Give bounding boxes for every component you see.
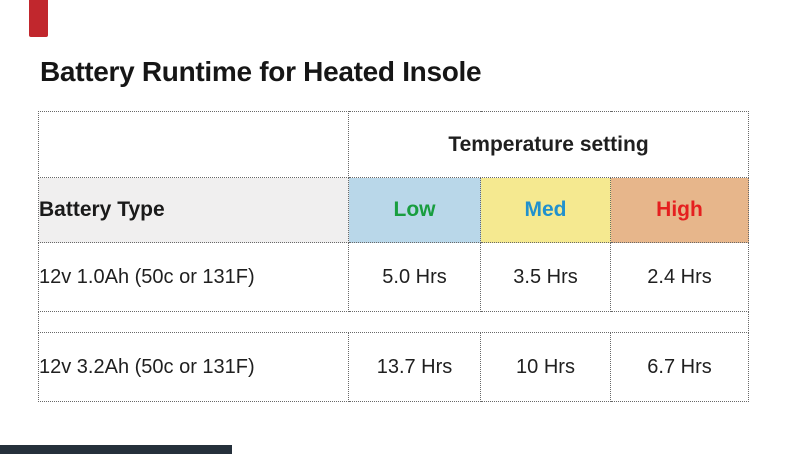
empty-corner-cell xyxy=(38,111,349,178)
spacer-cell xyxy=(38,311,749,333)
battery-name-cell: 12v 1.0Ah (50c or 131F) xyxy=(38,242,349,312)
red-logo-fragment xyxy=(29,0,48,37)
runtime-cell-low: 13.7 Hrs xyxy=(348,332,481,402)
table-row-battery-2: 12v 3.2Ah (50c or 131F) 13.7 Hrs 10 Hrs … xyxy=(38,332,749,402)
table-row-battery-1: 12v 1.0Ah (50c or 131F) 5.0 Hrs 3.5 Hrs … xyxy=(38,242,749,312)
table-row-column-headers: Battery Type Low Med High xyxy=(38,177,749,243)
setting-header-high: High xyxy=(610,177,749,243)
setting-header-med: Med xyxy=(480,177,611,243)
table-row-spacer xyxy=(38,311,749,333)
runtime-cell-med: 3.5 Hrs xyxy=(480,242,611,312)
runtime-cell-high: 2.4 Hrs xyxy=(610,242,749,312)
runtime-cell-high: 6.7 Hrs xyxy=(610,332,749,402)
battery-type-header: Battery Type xyxy=(38,177,349,243)
table-row-group-header: Temperature setting xyxy=(38,111,749,178)
temperature-setting-header: Temperature setting xyxy=(348,111,749,178)
page-title: Battery Runtime for Heated Insole xyxy=(40,56,482,87)
runtime-cell-med: 10 Hrs xyxy=(480,332,611,402)
battery-name-cell: 12v 3.2Ah (50c or 131F) xyxy=(38,332,349,402)
runtime-cell-low: 5.0 Hrs xyxy=(348,242,481,312)
setting-header-low: Low xyxy=(348,177,481,243)
battery-runtime-table: Temperature setting Battery Type Low Med… xyxy=(38,111,749,402)
bottom-edge-bar xyxy=(0,445,232,454)
